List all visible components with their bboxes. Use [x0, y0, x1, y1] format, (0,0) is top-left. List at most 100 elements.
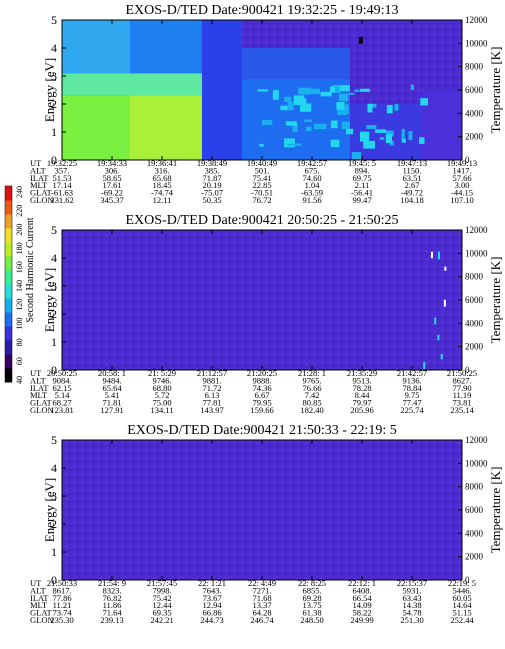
cell-value: 22:12: 1	[348, 578, 376, 588]
row-label: GLON	[30, 195, 54, 205]
y-axis-label: Energy [eV]	[42, 478, 57, 542]
spectrogram-patch	[423, 361, 426, 370]
cell-value: 71.87	[202, 173, 221, 183]
row-label: MLT	[30, 180, 48, 190]
cell-value: 7.42	[305, 390, 320, 400]
cell-value: 127.91	[100, 405, 123, 415]
row-label: GLAT	[30, 398, 53, 408]
spectrogram-patch	[280, 105, 288, 111]
colorbar-tick-label: 40	[15, 376, 24, 384]
cell-value: 78.84	[402, 383, 422, 393]
cell-value: 66.54	[352, 593, 372, 603]
cell-value: 22:15:37	[397, 578, 427, 588]
cell-value: 21:42:57	[397, 368, 427, 378]
y-right-tick-label: 12000	[465, 15, 488, 25]
cell-value: 21: 5:29	[148, 368, 176, 378]
cell-value: 9136.	[402, 375, 421, 385]
spectrogram-patch	[437, 251, 440, 260]
cell-value: 5931.	[402, 585, 421, 595]
cell-value: 246.74	[250, 615, 274, 625]
cell-value: 73.81	[452, 398, 471, 408]
cell-value: -75.07	[201, 188, 223, 198]
cell-value: 14.64	[452, 600, 472, 610]
y-tick-label: 4	[51, 251, 57, 265]
cell-value: 251.30	[400, 615, 423, 625]
cell-value: 21:35:29	[347, 368, 377, 378]
y-right-tick-label: 8000	[465, 62, 484, 72]
cell-value: 79.97	[352, 398, 371, 408]
cell-value: 252.44	[450, 615, 474, 625]
cell-value: 22.85	[252, 180, 271, 190]
cell-value: 21:20:25	[247, 368, 277, 378]
colorbar-swatch	[5, 340, 12, 355]
cell-value: 65.64	[102, 383, 122, 393]
spectrogram-patch	[337, 107, 347, 116]
cell-value: 316.	[155, 165, 170, 175]
cell-value: 134.11	[150, 405, 173, 415]
y-tick-label: 0	[51, 363, 57, 377]
spectrogram-patch	[259, 143, 264, 147]
spectrogram-patch	[348, 92, 355, 95]
cell-value: 235.30	[50, 615, 73, 625]
spectrogram-patch	[272, 90, 279, 100]
colorbar-swatch	[5, 368, 12, 383]
y-tick-label: 2	[51, 307, 57, 321]
cell-value: 74.36	[252, 383, 271, 393]
plot-area	[62, 440, 462, 580]
spectrogram-patch	[354, 89, 360, 92]
y-right-tick-label: 6000	[465, 295, 484, 305]
spectrogram-patch	[304, 119, 313, 123]
colorbar-tick-label: 120	[15, 299, 24, 311]
spectrogram-patch	[308, 88, 320, 95]
spectrogram-patch	[359, 131, 370, 142]
y-right-tick-label: 10000	[465, 458, 488, 468]
y-tick-label: 3	[51, 489, 57, 503]
cell-value: 675.	[305, 165, 320, 175]
cell-value: 19:47:13	[397, 158, 427, 168]
cell-value: 68.27	[52, 398, 71, 408]
colorbar: 40 60 80 100 120 140 160 180 200 220 240 Second Har…	[4, 185, 36, 384]
cell-value: 77.90	[452, 383, 471, 393]
cell-value: 69.75	[352, 173, 371, 183]
colorbar-tick-label: 200	[15, 224, 24, 236]
spectrogram-block	[62, 95, 130, 160]
y-right-tick-label: 6000	[465, 505, 484, 515]
spectrogram-block	[62, 73, 202, 96]
cell-value: 19:38:49	[197, 158, 227, 168]
spectrogram-patch	[369, 103, 377, 108]
cell-value: 159.66	[250, 405, 273, 415]
cell-value: 60.05	[452, 593, 471, 603]
y-tick-label: 5	[51, 13, 57, 27]
cell-value: 68.80	[152, 383, 171, 393]
cell-value: 76.66	[302, 383, 321, 393]
spectrogram-patch	[314, 123, 327, 130]
y-right-tick-label: 10000	[465, 248, 488, 258]
cell-value: 7271.	[252, 585, 271, 595]
y-tick-label: 3	[51, 279, 57, 293]
spectrogram-patch	[443, 299, 446, 307]
cell-value: 78.28	[352, 383, 371, 393]
cell-value: 1417.	[452, 165, 471, 175]
colorbar-tick-label: 140	[15, 280, 24, 292]
cell-value: 74.60	[302, 173, 321, 183]
cell-value: 21:28: 1	[298, 368, 326, 378]
cell-value: 12.94	[202, 600, 222, 610]
cell-value: 80.85	[302, 398, 321, 408]
cell-value: 8617.	[52, 585, 71, 595]
cell-value: 62.15	[52, 383, 71, 393]
cell-value: 13.37	[252, 600, 271, 610]
cell-value: 22:19: 5	[448, 578, 476, 588]
spectrogram-patch	[401, 138, 406, 143]
cell-value: 345.37	[100, 195, 123, 205]
y-right-axis-label: Temperature [K]	[488, 257, 503, 344]
cell-value: 65.68	[152, 173, 171, 183]
cell-value: 249.99	[350, 615, 373, 625]
cell-value: 54.78	[402, 608, 421, 618]
row-label: ILAT	[30, 383, 49, 393]
cell-value: 73.74	[52, 608, 72, 618]
cell-value: -69.22	[101, 188, 123, 198]
cell-value: 77.86	[52, 593, 71, 603]
spectrogram-patch	[410, 84, 415, 91]
cell-value: 63.51	[402, 173, 421, 183]
cell-value: 6.13	[205, 390, 220, 400]
